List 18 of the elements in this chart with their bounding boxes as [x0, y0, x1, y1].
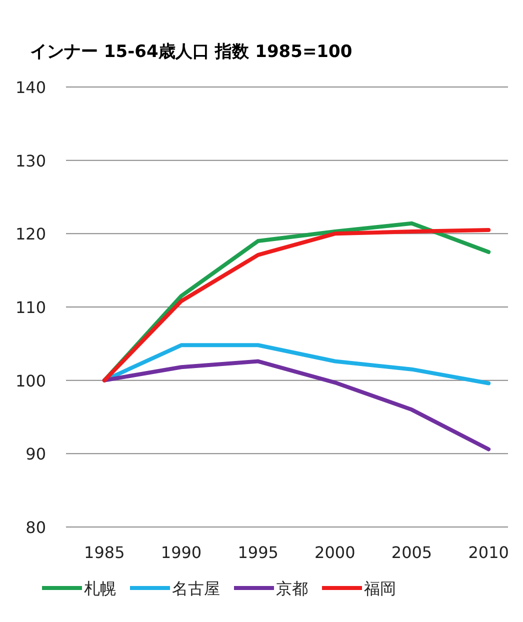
x-tick-label: 1985: [84, 543, 125, 562]
x-tick-label: 1995: [238, 543, 278, 562]
y-tick-label: 140: [15, 78, 46, 97]
x-tick-label: 2000: [314, 543, 356, 562]
legend-label: 福岡: [364, 579, 396, 598]
y-tick-label: 120: [15, 224, 46, 244]
y-tick-label: 110: [15, 298, 46, 317]
x-tick-label: 2005: [391, 543, 432, 562]
y-tick-label: 80: [26, 518, 46, 537]
y-tick-label: 90: [26, 444, 46, 464]
y-tick-label: 100: [15, 371, 46, 390]
legend-label: 札幌: [84, 579, 116, 598]
x-tick-label: 2010: [468, 543, 509, 562]
legend-label: 京都: [276, 579, 308, 598]
chart-title: インナー 15-64歳人口 指数 1985=100: [30, 42, 352, 62]
y-tick-label: 130: [15, 151, 46, 170]
x-tick-label: 1990: [160, 543, 202, 562]
legend-label: 名古屋: [172, 579, 220, 598]
